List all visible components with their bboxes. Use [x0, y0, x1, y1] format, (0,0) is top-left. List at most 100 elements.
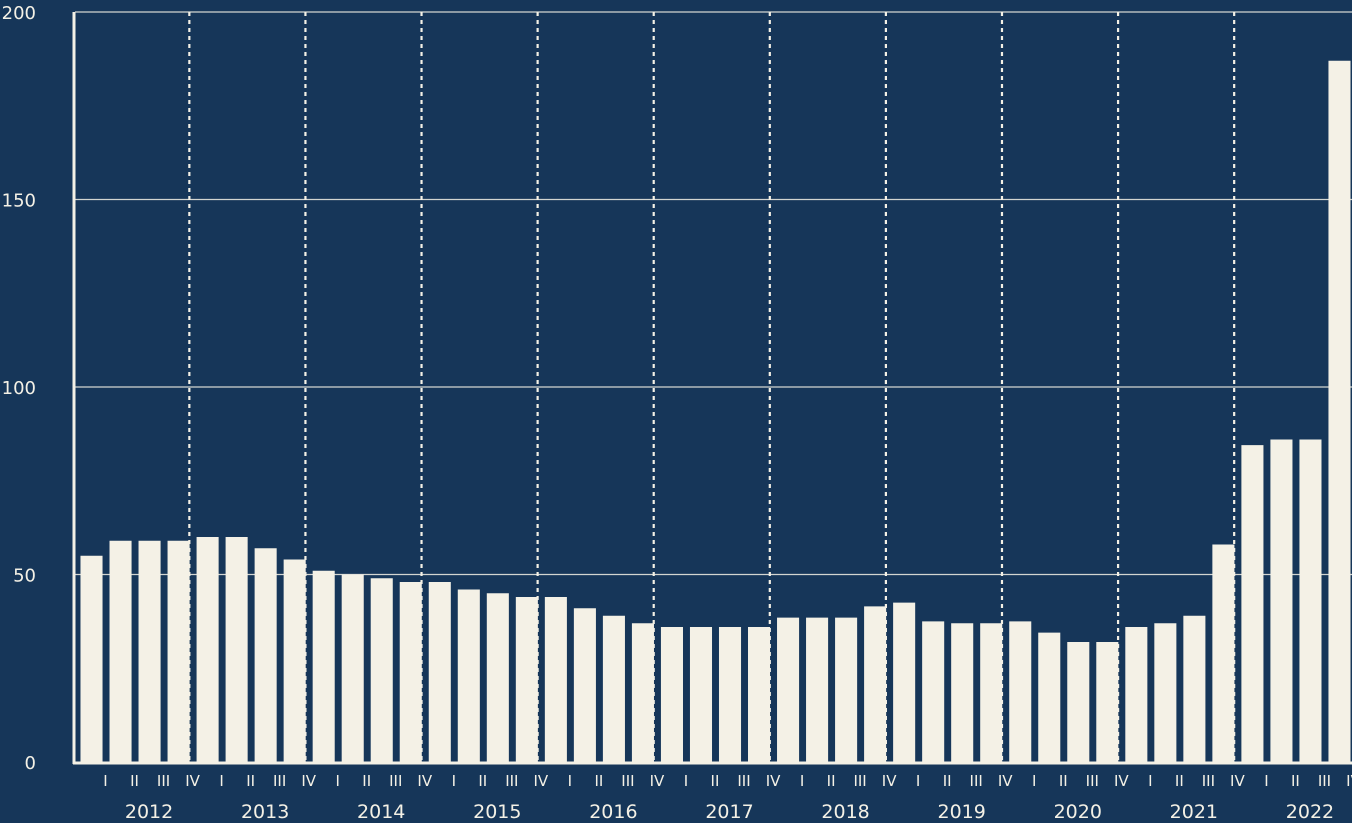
quarter-tick-2014-I: I — [335, 772, 339, 790]
bar-2012-IV — [167, 540, 190, 762]
bar-2014-I — [312, 570, 335, 762]
year-label-2019: 2019 — [938, 801, 986, 823]
year-label-2017: 2017 — [705, 801, 753, 823]
bar-2018-I — [777, 617, 800, 762]
y-tick-50: 50 — [13, 566, 36, 587]
quarter-tick-2017-IV: IV — [766, 772, 781, 790]
quarter-tick-2014-III: III — [389, 772, 402, 790]
bar-2020-IV — [1096, 642, 1119, 762]
bar-2020-II — [1038, 632, 1061, 762]
bar-2022-III — [1299, 439, 1322, 762]
bar-2019-II — [922, 621, 945, 762]
bar-2012-III — [138, 540, 161, 762]
bar-2015-IV — [515, 597, 538, 762]
quarter-tick-2020-III: III — [1086, 772, 1099, 790]
bar-2022-IV — [1328, 60, 1351, 762]
year-label-2013: 2013 — [241, 801, 289, 823]
bar-2015-I — [428, 582, 451, 762]
year-label-2012: 2012 — [125, 801, 173, 823]
y-tick-150: 150 — [2, 191, 36, 212]
quarter-tick-2021-III: III — [1202, 772, 1215, 790]
quarter-tick-2014-II: II — [362, 772, 371, 790]
quarter-tick-2013-III: III — [273, 772, 286, 790]
quarter-tick-2012-III: III — [157, 772, 170, 790]
quarter-tick-2022-II: II — [1291, 772, 1300, 790]
quarter-tick-2019-I: I — [916, 772, 920, 790]
quarter-tick-2022-III: III — [1318, 772, 1331, 790]
y-tick-0: 0 — [25, 753, 36, 774]
bar-2013-I — [196, 537, 219, 762]
bar-2017-III — [718, 627, 742, 762]
quarter-tick-2016-I: I — [568, 772, 572, 790]
quarter-tick-2018-I: I — [800, 772, 804, 790]
quarter-tick-2013-IV: IV — [301, 772, 316, 790]
quarter-tick-2020-IV: IV — [1114, 772, 1129, 790]
quarter-tick-2015-IV: IV — [534, 772, 549, 790]
quarter-tick-2019-IV: IV — [998, 772, 1013, 790]
bar-2018-III — [835, 617, 858, 762]
bar-2018-II — [806, 617, 829, 762]
bar-2016-II — [573, 608, 596, 762]
bar-2016-III — [602, 615, 625, 762]
bar-2021-III — [1183, 615, 1206, 762]
bar-2022-I — [1241, 445, 1264, 762]
year-label-2015: 2015 — [473, 801, 521, 823]
quarter-tick-2015-III: III — [505, 772, 518, 790]
bar-2018-IV — [864, 606, 887, 762]
quarter-tick-2016-II: II — [594, 772, 603, 790]
bar-2017-I — [660, 627, 683, 762]
year-label-2022: 2022 — [1286, 801, 1334, 823]
bar-2016-I — [544, 597, 567, 762]
bar-2012-II — [109, 540, 132, 762]
quarter-tick-2022-I: I — [1264, 772, 1268, 790]
bar-2017-II — [689, 627, 713, 762]
quarter-tick-2019-III: III — [970, 772, 983, 790]
quarter-tick-2017-II: II — [711, 772, 720, 790]
bar-2015-III — [486, 593, 509, 762]
quarter-tick-2012-IV: IV — [185, 772, 200, 790]
quarter-tick-2021-IV: IV — [1230, 772, 1245, 790]
bar-2012-I — [80, 555, 103, 762]
bar-2014-II — [341, 574, 364, 762]
quarter-tick-2020-I: I — [1032, 772, 1036, 790]
bar-2022-II — [1270, 439, 1293, 762]
quarter-tick-2015-II: II — [478, 772, 487, 790]
quarter-tick-labels: I II III IV I II III IV I II III IV I II III IV I II III IV… — [103, 772, 1352, 790]
quarter-tick-2021-II: II — [1175, 772, 1184, 790]
bar-2021-IV — [1212, 544, 1235, 762]
quarter-tick-2014-IV: IV — [417, 772, 432, 790]
quarter-tick-2020-II: II — [1059, 772, 1068, 790]
bar-2020-III — [1067, 642, 1090, 762]
bar-2013-IV — [283, 559, 306, 762]
axes — [72, 12, 1352, 765]
bar-2015-II — [457, 589, 480, 762]
bar-2013-III — [254, 548, 277, 762]
year-labels: 2012 2013 2014 2015 2016 2017 2018 2019 2020 2021… — [125, 801, 1334, 823]
bar-2021-II — [1154, 623, 1177, 762]
bar-2016-IV — [631, 623, 654, 762]
quarter-tick-2017-III: III — [737, 772, 750, 790]
quarter-tick-2018-IV: IV — [882, 772, 897, 790]
quarter-tick-2015-I: I — [452, 772, 456, 790]
quarter-tick-2013-I: I — [219, 772, 223, 790]
quarter-tick-2016-III: III — [621, 772, 634, 790]
y-tick-100: 100 — [2, 378, 36, 399]
quarter-tick-2012-II: II — [130, 772, 139, 790]
quarter-tick-2016-IV: IV — [650, 772, 665, 790]
quarter-tick-2019-II: II — [943, 772, 952, 790]
year-label-2016: 2016 — [589, 801, 637, 823]
bar-2021-I — [1125, 627, 1148, 762]
y-tick-200: 200 — [2, 3, 36, 24]
quarter-tick-2021-I: I — [1148, 772, 1152, 790]
quarter-tick-2017-I: I — [684, 772, 688, 790]
bar-2020-I — [1009, 621, 1032, 762]
bar-2013-II — [225, 537, 248, 762]
y-tick-labels: 0 50 100 150 200 — [2, 3, 36, 774]
bar-2019-I — [893, 602, 916, 762]
bars — [80, 60, 1351, 762]
year-label-2014: 2014 — [357, 801, 405, 823]
year-label-2021: 2021 — [1170, 801, 1218, 823]
bar-2014-III — [370, 578, 393, 762]
bar-2019-IV — [980, 623, 1003, 762]
